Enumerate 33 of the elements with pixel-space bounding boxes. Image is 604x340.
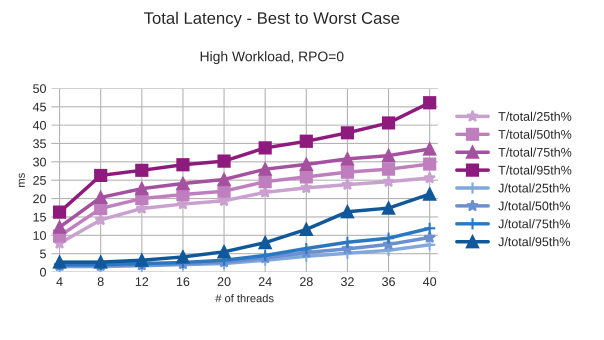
y-tick-label: 5 <box>40 250 46 258</box>
x-tick-label: 32 <box>340 277 354 286</box>
legend-label: J/total/75th% <box>498 219 570 228</box>
x-tick-label: 36 <box>382 277 395 286</box>
y-tick-label: 35 <box>33 139 46 148</box>
legend-label: J/total/95th% <box>498 237 570 246</box>
legend-label: T/total/75th% <box>498 148 572 157</box>
y-tick-label: 25 <box>33 176 46 185</box>
y-tick-label: 10 <box>34 231 46 240</box>
legend-label: T/total/50th% <box>498 130 572 139</box>
chart-subtitle: High Workload, RPO=0 <box>200 51 344 64</box>
y-tick-label: 0 <box>40 268 46 277</box>
x-tick-label: 24 <box>258 277 272 286</box>
y-tick-label: 50 <box>33 84 46 94</box>
y-tick-label: 40 <box>32 120 46 130</box>
x-tick-label: 20 <box>218 277 231 286</box>
x-tick-label: 16 <box>176 277 190 286</box>
y-tick-label: 30 <box>33 158 46 166</box>
legend-label: J/total/25th% <box>498 183 570 193</box>
legend-label: J/total/50th% <box>498 201 570 210</box>
x-tick-label: 40 <box>423 277 436 286</box>
x-tick-label: 8 <box>98 277 104 286</box>
x-tick-label: 4 <box>56 277 63 286</box>
x-tick-label: 28 <box>300 277 313 286</box>
y-tick-label: 45 <box>32 102 46 112</box>
x-tick-label: 12 <box>136 277 148 286</box>
y-tick-label: 15 <box>34 212 46 222</box>
chart-title: Total Latency - Best to Worst Case <box>144 12 400 28</box>
y-axis-title: ms <box>18 173 25 187</box>
x-axis-title: # of threads <box>215 294 274 302</box>
legend-label: T/total/25th% <box>498 112 572 121</box>
legend-label: T/total/95th% <box>498 165 572 175</box>
y-tick-label: 20 <box>33 194 46 204</box>
